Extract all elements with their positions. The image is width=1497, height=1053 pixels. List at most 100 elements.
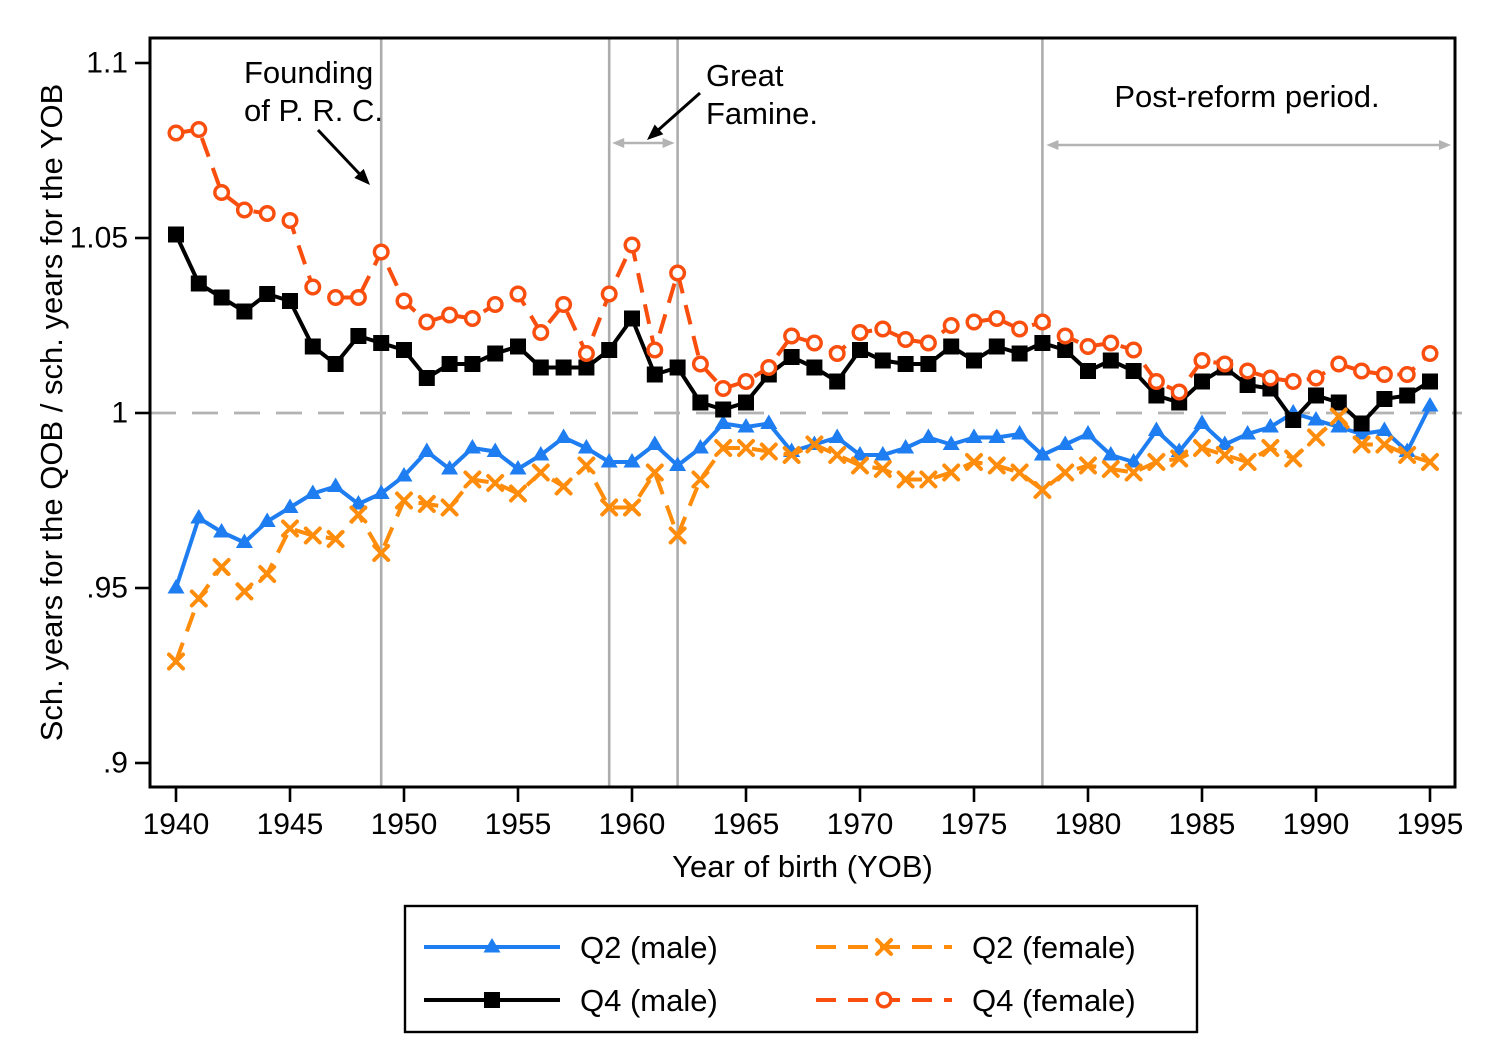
marker-circle [942,317,960,335]
marker-triangle [235,533,253,548]
annotation-founding-text: Founding [244,55,373,90]
marker-circle [805,334,823,352]
marker-circle [304,278,322,296]
marker-square [484,992,500,1008]
marker-x [349,505,368,524]
marker-circle [1353,362,1371,380]
marker-triangle [509,460,527,475]
marker-circle [1398,366,1416,384]
marker-triangle [486,442,504,457]
marker-x [1352,435,1371,454]
marker-triangle [1330,418,1348,433]
marker-square [692,394,709,411]
marker-triangle [897,439,915,454]
marker-square [441,356,458,372]
marker-circle [190,120,208,138]
marker-triangle [418,442,436,457]
x-tick-label: 1950 [371,808,438,841]
marker-circle [1421,345,1439,363]
marker-circle [235,201,253,219]
marker-x [1307,428,1325,447]
marker-triangle [327,477,345,492]
marker-square [1080,363,1096,379]
marker-square [1102,352,1119,369]
marker-triangle [1216,435,1234,450]
marker-circle [1056,327,1074,345]
marker-triangle [190,509,208,524]
series-q2-male-line [174,405,1432,589]
marker-square [966,352,982,369]
marker-circle [349,289,367,307]
marker-square [236,303,253,320]
marker-circle [600,285,618,303]
marker-square [510,338,526,355]
marker-square [487,345,504,362]
marker-circle [1284,373,1302,391]
marker-x [851,456,869,475]
marker-square [1125,363,1142,379]
arrow-head [647,124,664,140]
marker-circle [395,292,413,310]
legend-entry-q4-male: Q4 (male) [424,983,718,1018]
x-tick-label: 1945 [257,808,324,841]
marker-square [806,359,823,376]
marker-circle [1261,369,1279,387]
marker-square [943,338,960,355]
marker-circle [463,310,481,328]
marker-x [463,470,482,489]
marker-circle [1033,313,1051,331]
marker-triangle [463,439,481,454]
series-q2-female [167,407,1439,671]
marker-x [1033,481,1052,499]
marker-x [189,589,208,608]
marker-x [714,439,733,457]
marker-triangle [213,523,231,538]
marker-x [395,491,413,510]
marker-x [212,558,231,576]
x-tick-label: 1980 [1055,808,1122,841]
marker-triangle [532,446,550,461]
marker-circle [714,380,732,398]
marker-triangle [919,428,937,443]
marker-circle [509,285,527,303]
legend-entry-q4-female: Q4 (female) [816,983,1136,1018]
marker-x [326,530,345,548]
marker-triangle [1147,421,1165,436]
marker-square [1399,387,1416,404]
legend-label: Q4 (male) [580,983,718,1018]
x-tick-label: 1955 [485,808,552,841]
marker-x [1124,463,1143,482]
marker-x [372,544,391,562]
marker-x [1010,463,1029,482]
marker-x [1398,446,1417,464]
marker-triangle [760,414,778,429]
marker-triangle [1193,414,1211,429]
marker-square [1034,335,1051,351]
annotation-famine-text: Famine. [706,96,818,131]
marker-circle [874,320,892,338]
marker-x [875,938,893,956]
marker-square [1285,412,1302,428]
marker-triangle [988,428,1006,443]
arrow-head [1439,140,1451,150]
marker-x [554,477,573,496]
marker-triangle [942,435,960,450]
marker-square [418,370,435,386]
marker-circle [875,991,893,1009]
marker-x [1056,463,1075,482]
legend-entry-q2-female: Q2 (female) [816,930,1136,965]
marker-square [282,293,298,309]
marker-square [646,366,663,383]
marker-triangle [851,446,869,461]
marker-triangle [1102,446,1120,461]
x-tick-label: 1940 [143,808,210,841]
arrow-head [662,138,675,148]
arrow-head [354,168,370,185]
marker-x [167,652,185,671]
y-axis-title: Sch. years for the QOB / sch. years for … [34,84,69,742]
marker-circle [828,345,846,363]
marker-triangle [1079,425,1097,440]
marker-triangle [714,414,732,429]
